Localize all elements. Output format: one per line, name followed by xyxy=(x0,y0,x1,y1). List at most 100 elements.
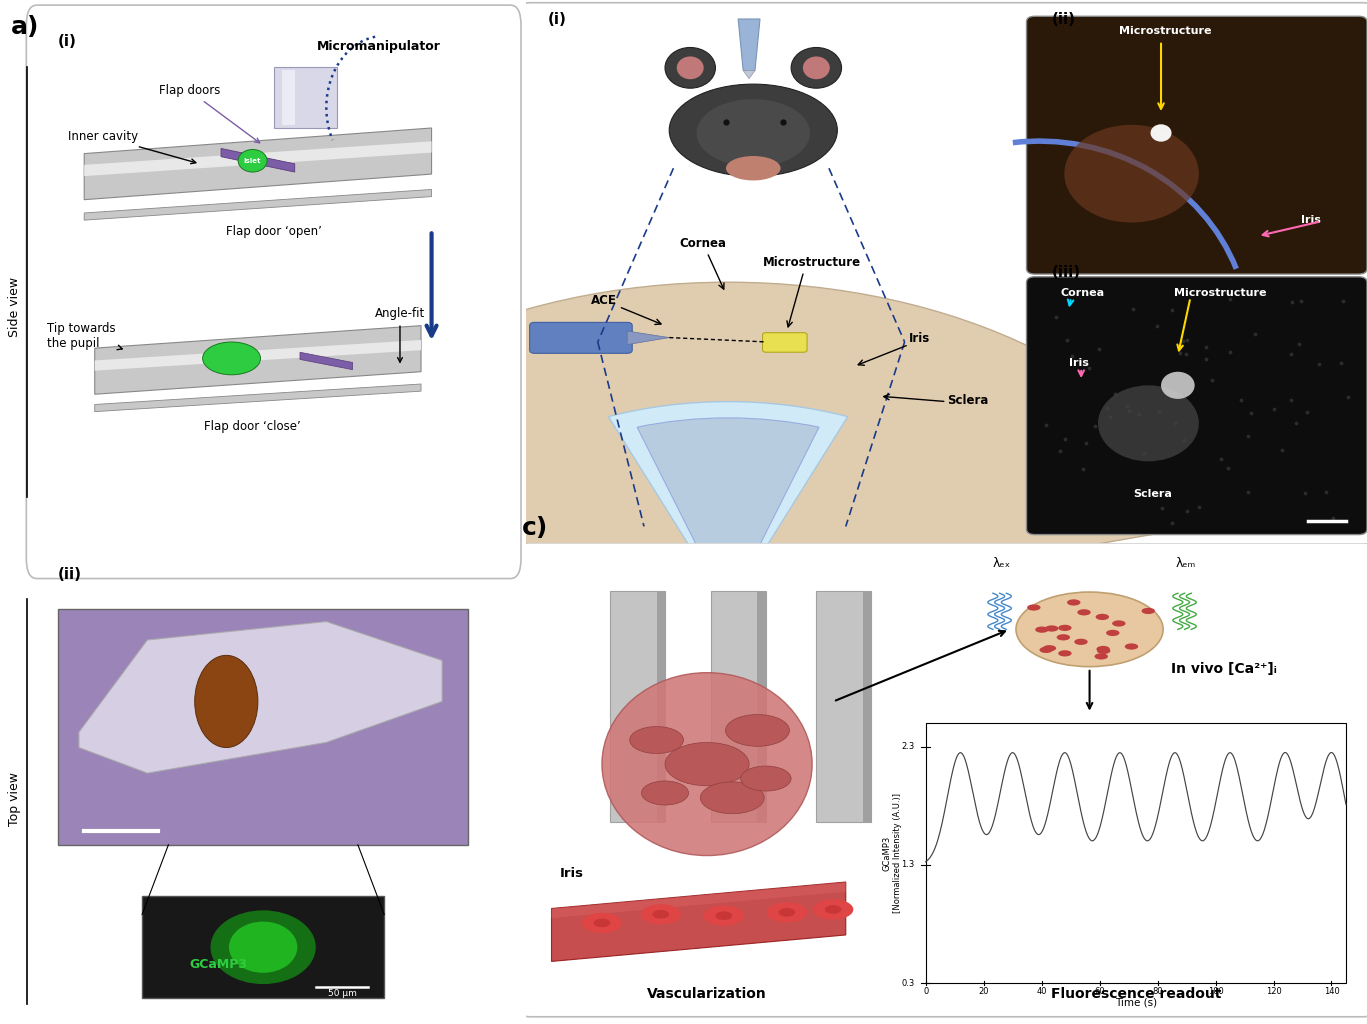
Ellipse shape xyxy=(1098,385,1199,461)
Ellipse shape xyxy=(1077,609,1091,615)
Polygon shape xyxy=(79,622,442,773)
FancyBboxPatch shape xyxy=(656,591,664,822)
Text: Iris: Iris xyxy=(1301,214,1321,224)
FancyBboxPatch shape xyxy=(57,609,469,845)
Text: (i): (i) xyxy=(547,12,566,28)
Text: ACE: ACE xyxy=(591,294,617,307)
Text: Islet: Islet xyxy=(243,158,261,164)
Text: Sclera: Sclera xyxy=(1133,488,1172,499)
Text: 20: 20 xyxy=(979,987,988,996)
Text: 0.3: 0.3 xyxy=(901,979,915,987)
Text: 120: 120 xyxy=(1266,987,1281,996)
Ellipse shape xyxy=(593,919,610,928)
Ellipse shape xyxy=(1096,646,1110,652)
Text: 140: 140 xyxy=(1323,987,1340,996)
Text: 100: 100 xyxy=(1207,987,1223,996)
FancyBboxPatch shape xyxy=(925,723,1346,983)
Polygon shape xyxy=(551,882,846,919)
FancyBboxPatch shape xyxy=(1027,16,1367,274)
Ellipse shape xyxy=(1043,645,1057,651)
Text: In vivo [Ca²⁺]ᵢ: In vivo [Ca²⁺]ᵢ xyxy=(1172,662,1277,676)
Polygon shape xyxy=(299,352,353,370)
Polygon shape xyxy=(85,128,432,200)
Ellipse shape xyxy=(194,655,258,748)
Wedge shape xyxy=(637,418,819,608)
Ellipse shape xyxy=(779,908,796,916)
Ellipse shape xyxy=(1096,648,1110,654)
FancyBboxPatch shape xyxy=(518,543,1367,1017)
FancyBboxPatch shape xyxy=(863,591,871,822)
Text: Microstructure: Microstructure xyxy=(1120,26,1211,36)
Polygon shape xyxy=(273,67,336,128)
FancyBboxPatch shape xyxy=(142,896,384,998)
Ellipse shape xyxy=(1027,604,1040,610)
Text: GCaMP3: GCaMP3 xyxy=(190,957,247,971)
Text: λₑₘ: λₑₘ xyxy=(1176,557,1196,569)
Ellipse shape xyxy=(677,56,704,79)
Ellipse shape xyxy=(813,899,853,920)
FancyBboxPatch shape xyxy=(816,591,871,822)
Ellipse shape xyxy=(1057,634,1070,640)
Text: 60: 60 xyxy=(1094,987,1105,996)
Ellipse shape xyxy=(767,902,807,923)
Polygon shape xyxy=(551,882,846,962)
Ellipse shape xyxy=(1058,625,1072,631)
Ellipse shape xyxy=(1039,647,1053,653)
Text: 50 μm: 50 μm xyxy=(328,989,357,998)
Ellipse shape xyxy=(1068,599,1080,605)
Ellipse shape xyxy=(630,727,684,754)
FancyBboxPatch shape xyxy=(711,591,766,822)
Ellipse shape xyxy=(670,84,838,176)
Polygon shape xyxy=(85,189,432,220)
Ellipse shape xyxy=(641,781,689,805)
Ellipse shape xyxy=(726,715,789,746)
Text: GCaMP3
[Normalized Intensity (A.U.)]: GCaMP3 [Normalized Intensity (A.U.)] xyxy=(882,794,902,913)
Ellipse shape xyxy=(1016,592,1163,667)
Text: Iris: Iris xyxy=(560,867,584,881)
Ellipse shape xyxy=(1106,630,1120,636)
Ellipse shape xyxy=(1113,621,1125,627)
Text: (iii): (iii) xyxy=(1051,265,1081,280)
Text: Time (s): Time (s) xyxy=(1114,997,1156,1008)
Ellipse shape xyxy=(601,673,812,855)
Text: (ii): (ii) xyxy=(57,566,82,582)
Text: Tip towards
the pupil: Tip towards the pupil xyxy=(48,322,122,350)
Text: Iris: Iris xyxy=(1069,358,1088,369)
Text: Side view: Side view xyxy=(8,278,22,337)
Polygon shape xyxy=(94,340,421,371)
Ellipse shape xyxy=(1125,643,1139,649)
Text: λₑₓ: λₑₓ xyxy=(992,557,1010,569)
Ellipse shape xyxy=(664,47,715,88)
Ellipse shape xyxy=(1074,639,1088,645)
Ellipse shape xyxy=(652,910,670,919)
Ellipse shape xyxy=(211,910,316,984)
Ellipse shape xyxy=(1058,650,1072,656)
Text: Fluorescence readout: Fluorescence readout xyxy=(1051,986,1221,1000)
Text: (i): (i) xyxy=(57,34,77,49)
Ellipse shape xyxy=(1044,626,1058,632)
Ellipse shape xyxy=(1035,627,1048,633)
Text: (ii): (ii) xyxy=(1051,12,1076,28)
Ellipse shape xyxy=(802,56,830,79)
Ellipse shape xyxy=(715,911,733,920)
Text: Cornea: Cornea xyxy=(679,237,726,250)
Ellipse shape xyxy=(1065,125,1199,222)
Ellipse shape xyxy=(1141,608,1155,614)
Text: a): a) xyxy=(11,15,38,39)
Ellipse shape xyxy=(824,905,842,913)
FancyBboxPatch shape xyxy=(763,333,807,352)
Ellipse shape xyxy=(697,99,811,167)
Ellipse shape xyxy=(704,905,744,926)
Ellipse shape xyxy=(1151,124,1172,141)
Text: Microstructure: Microstructure xyxy=(763,256,861,269)
Text: Vascularization: Vascularization xyxy=(647,986,767,1000)
Text: 80: 80 xyxy=(1152,987,1163,996)
Polygon shape xyxy=(221,148,295,172)
Ellipse shape xyxy=(1095,653,1107,659)
Ellipse shape xyxy=(1095,613,1109,621)
FancyBboxPatch shape xyxy=(518,3,1367,546)
Ellipse shape xyxy=(700,782,764,814)
Text: 2.3: 2.3 xyxy=(901,742,915,752)
Ellipse shape xyxy=(202,342,261,375)
Polygon shape xyxy=(282,70,295,125)
